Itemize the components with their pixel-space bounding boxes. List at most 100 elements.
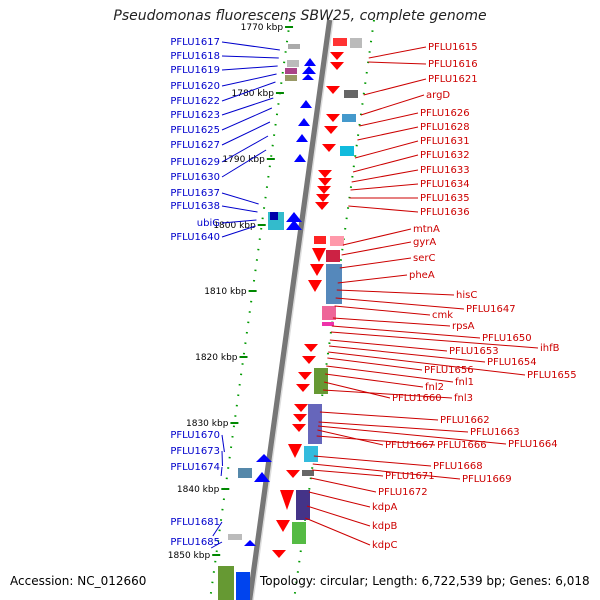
gene-label-right: PFLU1672 [378,487,428,498]
gene-label-left: PFLU1674 [170,462,220,473]
label-leader [354,140,419,159]
label-leader [210,541,223,549]
gene-label-right: PFLU1662 [440,415,490,426]
gene-block [285,75,297,81]
label-leader [220,466,223,477]
label-leader [368,61,427,65]
label-leader [221,41,280,51]
scale-tick-label: 1850 kbp [168,551,211,561]
gene-block [228,534,242,540]
label-leader [221,55,279,59]
gene-label-left: PFLU1619 [170,65,220,76]
gene-block [322,306,336,320]
scale-tick-label: 1770 kbp [241,23,284,33]
gene-label-right: gyrA [413,237,436,248]
gene-label-right: PFLU1669 [462,474,512,485]
gene-arrow [315,202,329,210]
gene-arrow [302,74,314,80]
scale-tick-label: 1800 kbp [213,221,256,231]
gene-arrow [326,86,340,94]
label-leader [317,429,384,446]
gene-arrow [304,344,318,352]
gene-label-left: PFLU1670 [170,430,220,441]
gene-arrow [302,66,316,74]
gene-arrow [272,550,286,558]
gene-block [326,250,340,262]
label-leader [221,219,257,224]
genome-title: Pseudomonas fluorescens SBW25, complete … [113,8,487,24]
gene-arrow [304,58,316,66]
gene-arrow [256,454,272,462]
gene-arrow [310,264,324,276]
gene-label-left: PFLU1638 [170,201,220,212]
label-leader [323,381,391,399]
gene-block [236,572,250,600]
gene-label-right: PFLU1616 [428,59,478,70]
label-leader [332,317,451,327]
gene-block [333,38,347,46]
gene-label-right: kdpA [372,502,397,513]
gene-label-right: PFLU1666 [437,440,487,451]
gene-arrow [302,356,316,364]
label-leader [352,154,419,173]
gene-label-right: argD [426,90,450,101]
gene-block [322,322,334,326]
gene-block [238,468,252,478]
label-leader [221,97,274,116]
label-leader [221,135,269,163]
gene-arrow [286,470,300,478]
label-leader [221,107,273,131]
label-leader [221,225,256,238]
gene-block [314,236,326,244]
gene-label-left: PFLU1617 [170,37,220,48]
gene-label-right: hisC [456,290,477,301]
label-leader [339,257,412,269]
gene-label-right: cmk [432,310,453,321]
scale-tick-label: 1820 kbp [195,353,238,363]
gene-arrow [254,472,270,482]
gene-block [270,212,278,220]
gene-label-right: pheA [409,270,435,281]
gene-label-right: PFLU1650 [482,333,532,344]
gene-label-right: PFLU1668 [433,461,483,472]
forward-genes [218,44,316,600]
label-leader [328,351,526,376]
gene-label-right: kdpB [372,521,397,532]
gene-arrow [316,194,330,202]
label-leader [316,435,436,446]
gene-label-right: serC [413,253,435,264]
gene-block [314,368,328,394]
gene-arrow [308,280,322,292]
label-leader [350,183,419,191]
gene-arrow [286,220,302,230]
gene-label-left: PFLU1627 [170,140,220,151]
gene-block [296,490,310,520]
gene-label-right: PFLU1634 [420,179,470,190]
gene-label-left: PFLU1681 [170,517,220,528]
gene-label-right: kdpC [372,540,397,551]
label-leader [312,463,461,480]
gene-arrow [280,490,294,510]
scale-tick-label: 1840 kbp [177,485,220,495]
gene-arrow [322,144,336,152]
gene-label-left: ubiG [197,218,220,229]
gene-block [288,44,300,49]
gene-arrow [324,126,338,134]
label-leader [335,297,465,310]
right-gene-labels: PFLU1615 PFLU1616 PFLU1621 argD PFLU1626 PFLU… [305,42,577,551]
label-leader [325,373,424,388]
accession-text: Accession: NC_012660 [10,574,147,588]
gene-label-left: PFLU1637 [170,188,220,199]
gene-label-right: fnl1 [455,377,474,388]
gene-label-left: PFLU1630 [170,172,220,183]
gene-block [342,114,356,122]
gene-label-right: PFLU1656 [424,365,474,376]
label-leader [311,469,384,477]
gene-arrow [317,186,331,194]
label-leader [221,149,267,178]
gene-arrow [318,178,332,186]
label-leader [313,455,432,467]
genome-summary-text: Topology: circular; Length: 6,722,539 bp… [260,574,590,588]
gene-arrow [294,404,308,412]
gene-label-right: PFLU1635 [420,193,470,204]
